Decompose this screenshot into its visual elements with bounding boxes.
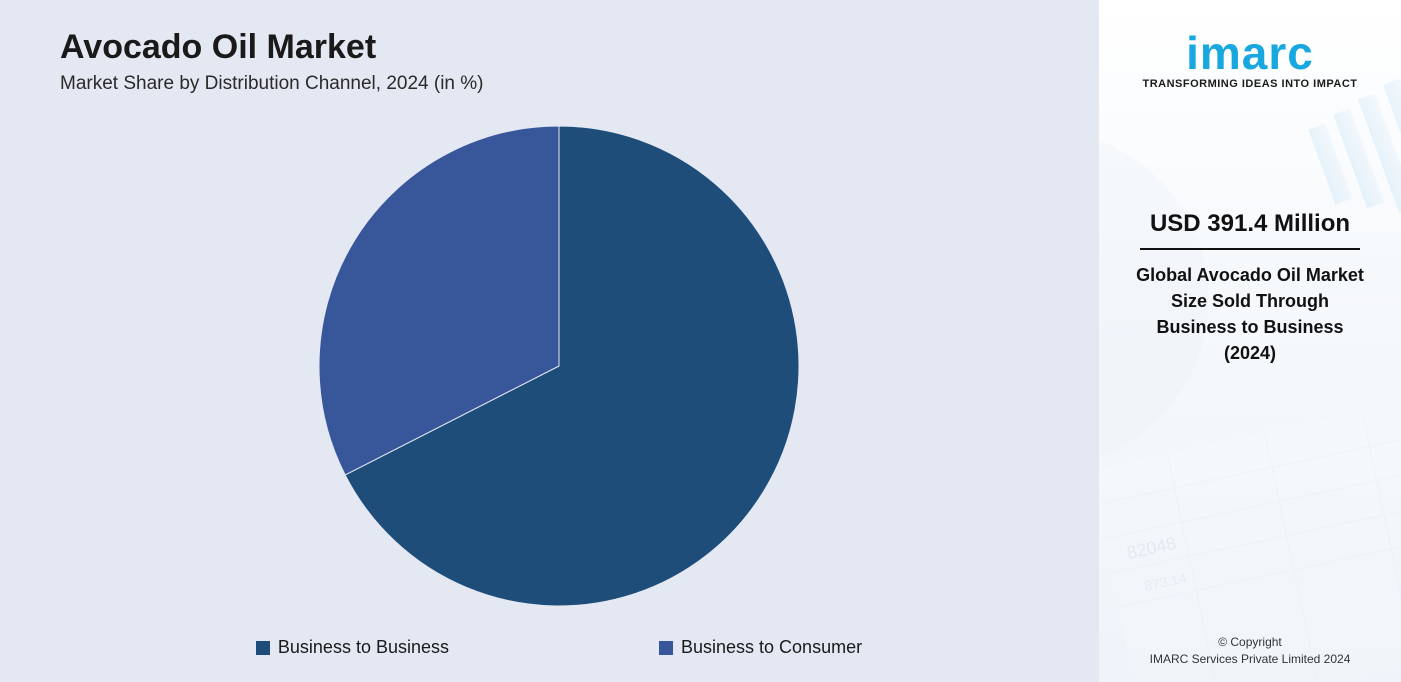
copyright: © Copyright IMARC Services Private Limit… — [1150, 634, 1351, 668]
pie-chart-area — [60, 103, 1058, 629]
divider — [1140, 248, 1360, 250]
pie-chart — [319, 126, 799, 606]
brand-tagline: TRANSFORMING IDEAS INTO IMPACT — [1142, 78, 1357, 90]
chart-legend: Business to Business Business to Consume… — [60, 629, 1058, 672]
legend-item-b2b: Business to Business — [256, 637, 449, 658]
brand-logo: imarc — [1186, 32, 1314, 76]
legend-swatch — [256, 641, 270, 655]
stat-desc-text: Global Avocado Oil Market Size Sold Thro… — [1136, 265, 1364, 337]
chart-title: Avocado Oil Market — [60, 28, 1058, 67]
svg-text:873.14: 873.14 — [1143, 569, 1188, 594]
stat-value: USD 391.4 Million — [1150, 210, 1350, 238]
stat-description: Global Avocado Oil Market Size Sold Thro… — [1130, 262, 1370, 366]
legend-swatch — [659, 641, 673, 655]
logo-text: imarc — [1186, 27, 1314, 79]
info-panel: 82048 873.14 imarc TRANSFORMING IDEAS IN… — [1098, 0, 1401, 682]
legend-label: Business to Business — [278, 637, 449, 658]
chart-subtitle: Market Share by Distribution Channel, 20… — [60, 73, 1058, 95]
copyright-line2: IMARC Services Private Limited 2024 — [1150, 652, 1351, 666]
svg-text:82048: 82048 — [1125, 533, 1178, 563]
copyright-line1: © Copyright — [1218, 635, 1282, 649]
legend-item-b2c: Business to Consumer — [659, 637, 862, 658]
stat-year: (2024) — [1224, 343, 1276, 363]
chart-panel: Avocado Oil Market Market Share by Distr… — [0, 0, 1098, 682]
legend-label: Business to Consumer — [681, 637, 862, 658]
